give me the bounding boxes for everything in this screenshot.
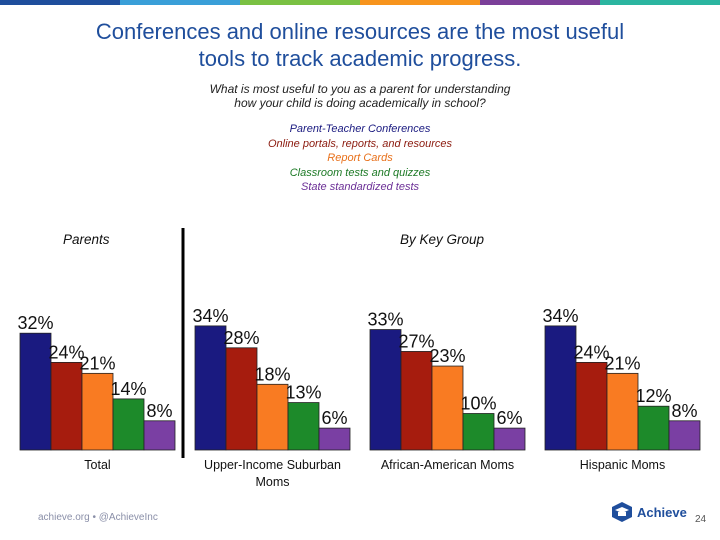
bar: [50, 361, 83, 451]
bar: [225, 347, 258, 451]
question-subtitle: What is most useful to you as a parent f…: [0, 82, 720, 110]
stripe-segment: [480, 0, 600, 5]
category-label: Moms: [255, 475, 289, 489]
bar: [431, 365, 464, 451]
stripe-segment: [600, 0, 720, 5]
parents-group-label: Parents: [63, 232, 110, 247]
graduation-cap-icon: [612, 502, 632, 522]
category-label: Total: [84, 458, 110, 472]
bar-value-label: 6%: [321, 408, 347, 428]
bar-value-label: 21%: [604, 353, 640, 373]
bar-chart: 32%24%21%14%8%Total34%28%18%13%6%Upper-I…: [17, 228, 701, 489]
bar-value-label: 24%: [48, 342, 84, 362]
legend-entry: Online portals, reports, and resources: [267, 137, 453, 150]
bar: [81, 372, 114, 451]
logo-text: Achieve: [637, 504, 687, 520]
bar: [112, 398, 145, 451]
footer-text: achieve.org • @AchieveInc: [38, 512, 158, 523]
bar: [400, 351, 433, 451]
bar-value-label: 27%: [398, 331, 434, 351]
bar: [318, 427, 351, 451]
bar: [287, 402, 320, 451]
bar-value-label: 32%: [17, 313, 53, 333]
title-line-1: Conferences and online resources are the…: [95, 19, 625, 44]
bar: [668, 420, 701, 451]
stripe-segment: [360, 0, 480, 5]
stripe-segment: [240, 0, 360, 5]
slide-title: Conferences and online resources are the…: [0, 18, 720, 72]
bar-value-label: 14%: [110, 379, 146, 399]
title-line-2: tools to track academic progress.: [198, 46, 522, 71]
category-label: African-American Moms: [381, 458, 514, 472]
bar-value-label: 34%: [542, 306, 578, 326]
key-group-label: By Key Group: [400, 232, 485, 247]
bar: [462, 413, 495, 451]
bar: [544, 325, 577, 451]
bar: [606, 372, 639, 451]
category-label: Upper-Income Suburban: [204, 458, 341, 472]
legend-entry: Parent-Teacher Conferences: [289, 123, 431, 135]
legend-entry: Report Cards: [327, 152, 393, 164]
bar-value-label: 28%: [223, 328, 259, 348]
bar-value-label: 8%: [671, 401, 697, 421]
bar-value-label: 24%: [573, 342, 609, 362]
bar-value-label: 8%: [146, 401, 172, 421]
bar: [575, 361, 608, 451]
bar-value-label: 33%: [367, 310, 403, 330]
bar-value-label: 12%: [635, 386, 671, 406]
bar: [493, 427, 526, 451]
legend-entry: State standardized tests: [300, 181, 419, 193]
bar-value-label: 23%: [429, 346, 465, 366]
bar: [143, 420, 176, 451]
bar: [637, 405, 670, 451]
category-label: Hispanic Moms: [580, 458, 665, 472]
bar-value-label: 34%: [192, 306, 228, 326]
bar: [369, 329, 402, 451]
subtitle-line-2: how your child is doing academically in …: [234, 96, 486, 110]
bar-value-label: 10%: [460, 394, 496, 414]
achieve-logo: Achieve: [610, 500, 687, 524]
bar-value-label: 21%: [79, 353, 115, 373]
page-number: 24: [695, 514, 707, 525]
bar: [19, 332, 52, 451]
legend-entry: Classroom tests and quizzes: [289, 166, 431, 179]
stripe-segment: [120, 0, 240, 5]
bar-value-label: 13%: [285, 383, 321, 403]
chart-legend: Parent-Teacher Conferences Online portals…: [0, 122, 720, 195]
bar-value-label: 18%: [254, 364, 290, 384]
bar: [256, 383, 289, 451]
stripe-segment: [0, 0, 120, 5]
bar-value-label: 6%: [496, 408, 522, 428]
bar: [194, 325, 227, 451]
subtitle-line-1: What is most useful to you as a parent f…: [209, 82, 511, 96]
